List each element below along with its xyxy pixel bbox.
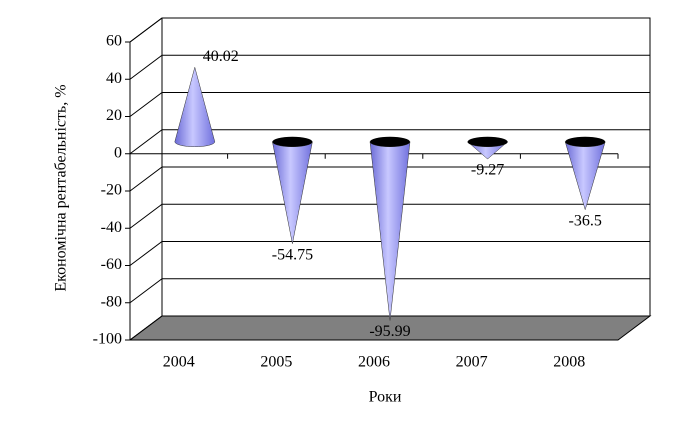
x-tick-label: 2006 [358, 354, 390, 371]
grid-line [129, 129, 650, 155]
y-axis-title: Економічна рентабельність, % [53, 84, 70, 291]
grid-line [129, 241, 650, 266]
data-label: -9.27 [471, 162, 504, 179]
y-tick-label: -100 [93, 331, 122, 348]
cone-base [370, 136, 410, 147]
cone-base [565, 136, 606, 147]
y-tick-label: -40 [101, 219, 122, 236]
y-tick-label: 0 [114, 144, 122, 161]
data-label: 40.02 [203, 48, 239, 65]
grid-line [129, 315, 650, 341]
y-tick-label: 40 [106, 70, 122, 87]
grid-line [129, 203, 650, 229]
cone-base [467, 136, 508, 147]
grid-line [129, 278, 650, 304]
cone [174, 66, 216, 147]
data-label: -95.99 [369, 323, 410, 340]
cone-base [272, 136, 313, 147]
cone [369, 141, 411, 321]
y-tick-label: 60 [106, 33, 122, 50]
cone [272, 141, 313, 244]
grid-line [129, 92, 650, 117]
x-tick-label: 2004 [163, 354, 195, 371]
x-axis-title: Роки [369, 389, 402, 406]
grid-line [129, 54, 650, 80]
y-tick-label: -20 [101, 182, 122, 199]
grid-line [129, 17, 650, 43]
data-label: -36.5 [569, 212, 602, 229]
x-tick-label: 2008 [553, 354, 585, 371]
x-tick-label: 2007 [456, 354, 488, 371]
data-label: -54.75 [272, 246, 313, 263]
y-tick-label: -60 [101, 256, 122, 273]
y-tick-label: 20 [106, 107, 122, 124]
y-tick-label: -80 [101, 293, 122, 310]
x-tick-label: 2005 [260, 354, 292, 371]
cone [564, 141, 606, 211]
grid-line [129, 166, 650, 192]
